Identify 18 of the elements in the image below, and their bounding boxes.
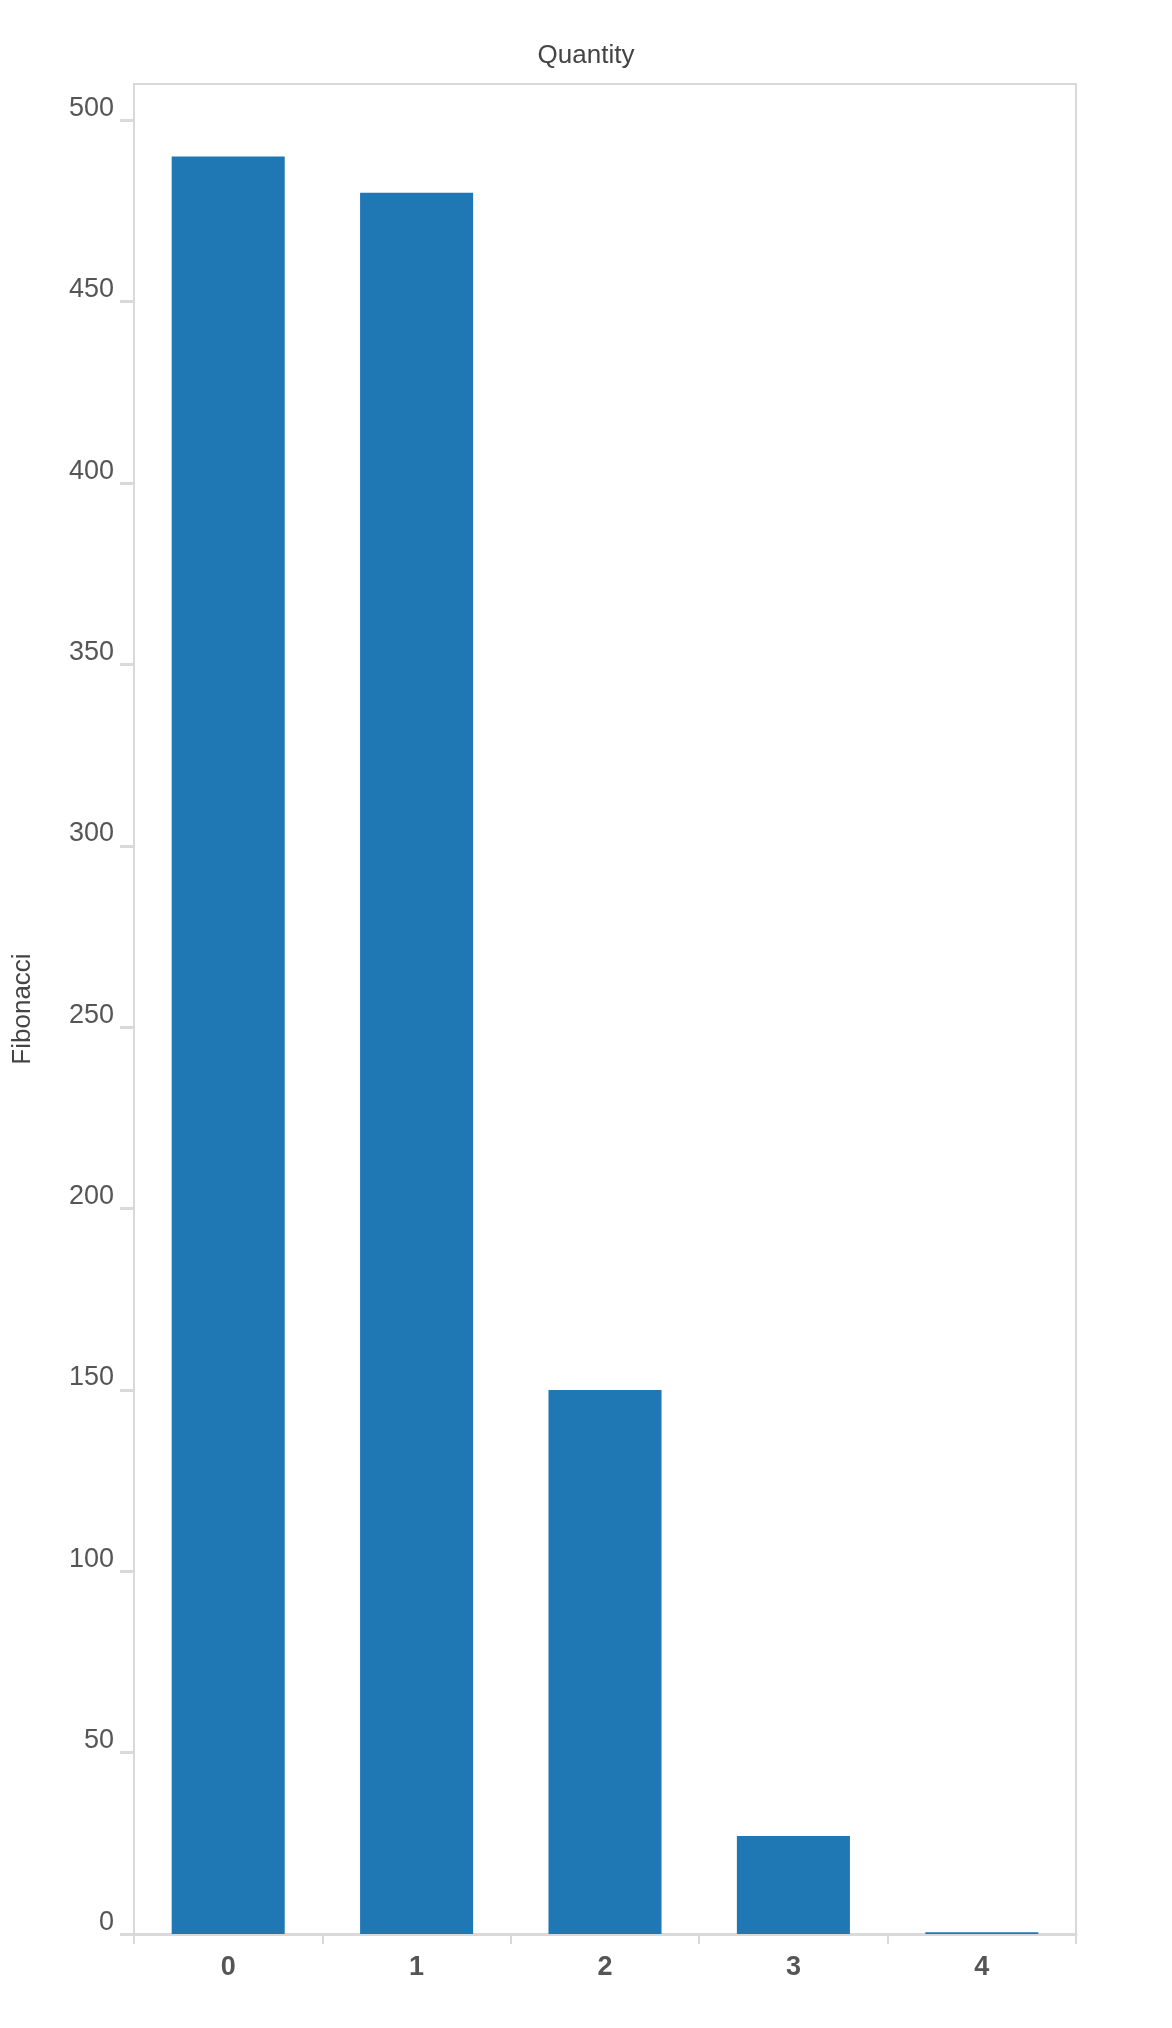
y-tick-label: 350	[68, 635, 114, 666]
y-tick-label: 0	[98, 1905, 114, 1936]
y-tick-label: 150	[68, 1361, 114, 1392]
y-tick-label: 300	[68, 817, 114, 848]
x-tick-label: 3	[785, 1950, 801, 1981]
y-tick-label: 50	[83, 1724, 114, 1755]
x-tick-label: 1	[409, 1950, 425, 1981]
y-tick-label: 250	[68, 998, 114, 1029]
x-tick-label: 0	[220, 1950, 236, 1981]
y-tick-label: 450	[68, 273, 114, 304]
y-axis-title: Fibonacci	[6, 953, 36, 1065]
y-tick-label: 100	[68, 1542, 114, 1573]
x-tick-label: 2	[597, 1950, 613, 1981]
chart-title: Quantity	[537, 39, 635, 69]
y-tick-label: 400	[68, 454, 114, 485]
y-tick-label: 200	[68, 1180, 114, 1211]
x-tick-label: 4	[974, 1950, 990, 1981]
y-tick-label: 500	[68, 91, 114, 122]
